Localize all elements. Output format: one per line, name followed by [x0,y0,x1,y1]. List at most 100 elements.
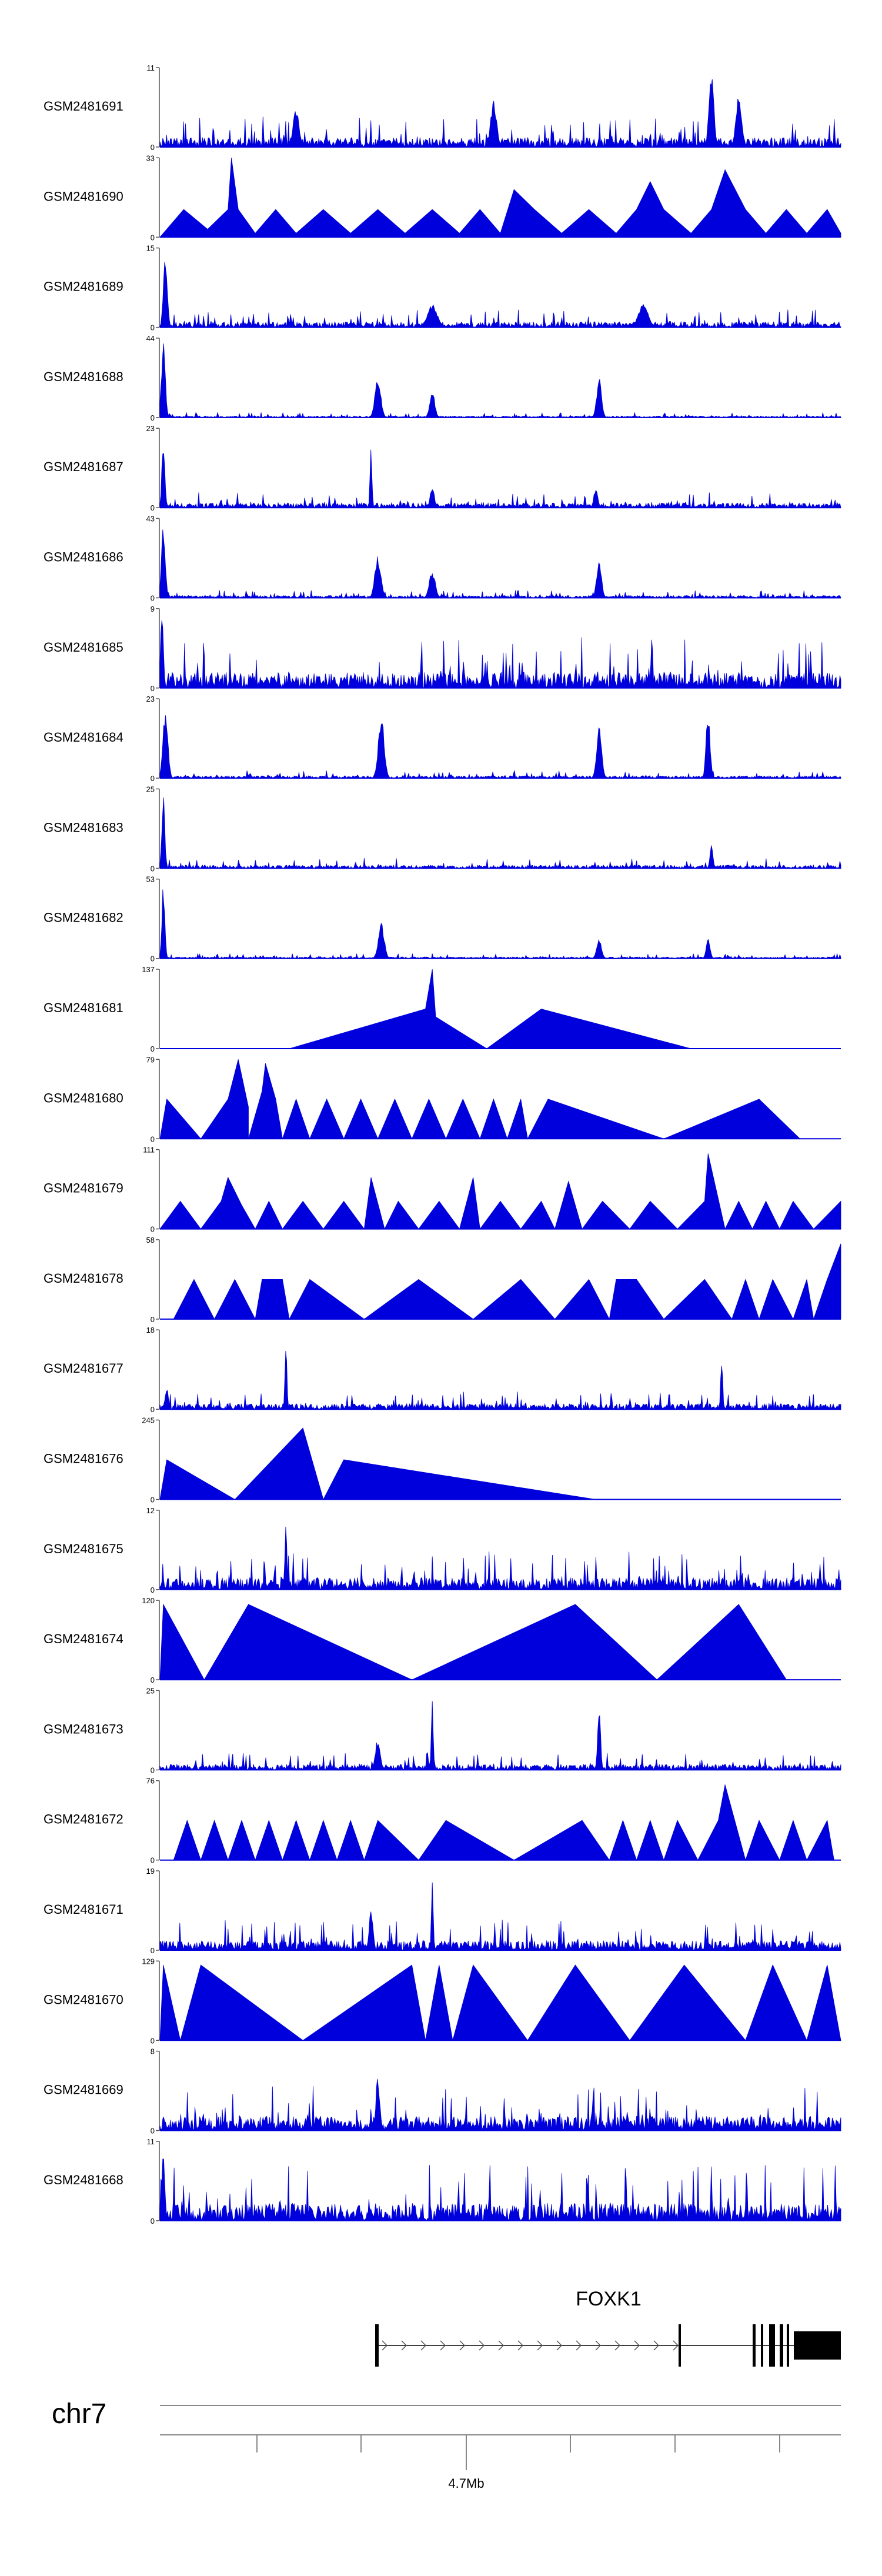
axis-ticks [256,2435,780,2470]
y-tick-label-zero: 0 [151,774,155,783]
strand-arrow [556,2340,563,2351]
y-tick-label-max: 58 [146,1236,155,1244]
track-label: GSM2481678 [44,1271,123,1286]
y-tick-label-zero: 0 [151,503,155,512]
y-tick-label-max: 18 [146,1326,155,1334]
exon [761,2324,763,2367]
signal-area [159,529,841,599]
track-label: GSM2481684 [44,730,123,745]
track-label: GSM2481682 [44,910,123,925]
y-tick-label-max: 15 [146,244,155,253]
y-tick-label-zero: 0 [151,1045,155,1053]
signal-area [160,969,841,1049]
signal-area [159,1059,841,1140]
y-tick-label-max: 137 [142,965,155,974]
y-tick-label-max: 9 [151,605,155,613]
y-tick-label-zero: 0 [151,143,155,152]
y-tick-label-max: 12 [146,1506,155,1515]
strand-arrow [382,2340,388,2351]
track-label: GSM2481672 [44,1812,123,1827]
signal-area [159,1351,841,1410]
strand-arrow [479,2340,485,2351]
y-tick-label-zero: 0 [151,2127,155,2135]
track-GSM2481684: GSM2481684 23 0 [44,695,841,783]
y-tick-label-max: 120 [142,1596,155,1605]
track-label: GSM2481691 [44,99,123,114]
gene-annotation: FOXK1 [375,2288,841,2367]
track-label: GSM2481676 [44,1451,123,1466]
exon [787,2324,789,2367]
signal-area [160,1784,841,1861]
exon [753,2324,756,2367]
y-tick-label-zero: 0 [151,684,155,693]
y-tick-label-max: 23 [146,424,155,433]
track-label: GSM2481679 [44,1181,123,1196]
signal-area [159,1701,841,1771]
y-tick-label-zero: 0 [151,1134,155,1143]
exon [780,2324,783,2367]
strand-arrow [537,2340,543,2351]
gene-strand-arrows [382,2340,679,2351]
track-label: GSM2481686 [44,550,123,565]
track-label: GSM2481688 [44,369,123,384]
track-GSM2481681: GSM2481681 137 0 [44,965,841,1053]
signal-area [159,2078,841,2131]
track-label: GSM2481674 [44,1631,123,1646]
exon [679,2324,681,2367]
y-tick-label-max: 76 [146,1777,155,1786]
signal-area [159,1153,841,1230]
y-tick-label-zero: 0 [151,594,155,603]
track-label: GSM2481669 [44,2083,123,2097]
track-GSM2481686: GSM2481686 43 0 [44,515,841,603]
signal-area [159,620,841,689]
chromosome-axis: chr7 4.7Mb [52,2398,841,2491]
y-tick-label-zero: 0 [151,233,155,242]
signal-area [159,449,841,509]
signal-area [159,262,841,328]
signal-area [159,715,841,779]
track-label: GSM2481685 [44,640,123,655]
track-label: GSM2481681 [44,1000,123,1015]
y-tick-label-max: 33 [146,154,155,162]
track-GSM2481678: GSM2481678 58 0 [44,1236,841,1324]
track-GSM2481677: GSM2481677 18 0 [44,1326,841,1414]
track-GSM2481676: GSM2481676 245 0 [44,1416,841,1504]
strand-arrow [576,2340,582,2351]
y-tick-label-zero: 0 [151,1496,155,1504]
y-tick-label-zero: 0 [151,413,155,422]
track-GSM2481687: GSM2481687 23 0 [44,424,841,512]
track-label: GSM2481673 [44,1721,123,1736]
y-tick-label-max: 245 [142,1416,155,1425]
signal-area [159,797,841,869]
y-tick-label-max: 43 [146,515,155,523]
track-GSM2481675: GSM2481675 12 0 [44,1506,841,1594]
y-tick-label-max: 44 [146,334,155,343]
track-label: GSM2481689 [44,279,123,294]
signal-area [159,889,841,959]
signal-tracks: GSM2481691110GSM2481690330GSM2481689150G… [44,64,841,2225]
strand-arrow [440,2340,446,2351]
y-tick-label-max: 11 [147,64,155,72]
track-GSM2481674: GSM2481674 120 0 [44,1596,841,1684]
track-GSM2481670: GSM2481670 129 0 [44,1957,841,2045]
y-tick-label-max: 25 [146,1686,155,1695]
track-label: GSM2481687 [44,459,123,474]
y-tick-label-max: 79 [146,1055,155,1064]
strand-arrow [653,2340,660,2351]
strand-arrow [498,2340,505,2351]
signal-area [159,343,841,418]
track-label: GSM2481670 [44,1992,123,2007]
strand-arrow [614,2340,621,2351]
signal-area [159,1964,841,2041]
track-label: GSM2481668 [44,2173,123,2187]
track-GSM2481689: GSM2481689 15 0 [44,244,841,332]
y-tick-label-max: 53 [146,875,155,884]
track-GSM2481685: GSM2481685 9 0 [44,605,841,693]
exon [794,2331,841,2360]
track-label: GSM2481683 [44,820,123,835]
signal-area [159,158,841,238]
y-tick-label-zero: 0 [151,864,155,873]
track-GSM2481668: GSM2481668 11 0 [44,2137,841,2225]
y-tick-label-zero: 0 [151,1225,155,1234]
y-tick-label-zero: 0 [151,955,155,963]
